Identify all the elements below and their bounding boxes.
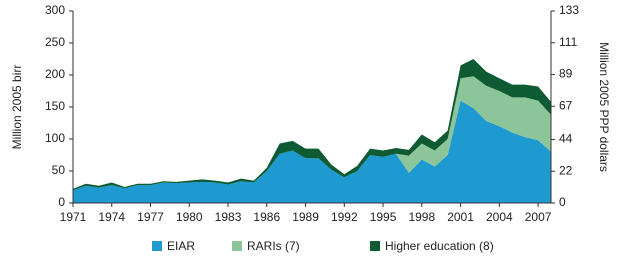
y2-tick-label: 0 bbox=[559, 195, 566, 209]
x-tick-label: 1992 bbox=[331, 210, 358, 224]
y-tick-label: 300 bbox=[45, 3, 65, 17]
y-tick-label: 200 bbox=[45, 67, 65, 81]
y-tick-label: 150 bbox=[45, 99, 65, 113]
x-tick-label: 1983 bbox=[215, 210, 242, 224]
x-tick-label: 2001 bbox=[447, 210, 474, 224]
legend-swatch bbox=[232, 241, 242, 251]
x-tick-label: 1998 bbox=[408, 210, 435, 224]
x-tick-label: 1995 bbox=[370, 210, 397, 224]
y2-tick-label: 89 bbox=[559, 67, 573, 81]
legend-label: RARIs (7) bbox=[247, 239, 300, 253]
x-tick-label: 1989 bbox=[292, 210, 319, 224]
x-tick-label: 1986 bbox=[253, 210, 280, 224]
y2-tick-label: 22 bbox=[559, 163, 573, 177]
legend-swatch bbox=[152, 241, 162, 251]
y2-tick-label: 44 bbox=[559, 132, 573, 146]
x-tick-label: 1977 bbox=[137, 210, 164, 224]
x-tick-label: 2007 bbox=[525, 210, 552, 224]
y2-axis-label: Million 2005 PPP dollars bbox=[597, 42, 611, 172]
x-tick-label: 2004 bbox=[486, 210, 513, 224]
x-tick-label: 1971 bbox=[60, 210, 87, 224]
y2-tick-label: 67 bbox=[559, 98, 573, 112]
legend-label: Higher education (8) bbox=[385, 239, 494, 253]
y2-tick-label: 133 bbox=[559, 3, 579, 17]
x-tick-label: 1974 bbox=[98, 210, 125, 224]
y-tick-label: 0 bbox=[58, 195, 65, 209]
y-tick-label: 100 bbox=[45, 131, 65, 145]
y-tick-label: 250 bbox=[45, 35, 65, 49]
y-axis-label: Million 2005 birr bbox=[10, 65, 24, 150]
area bbox=[73, 76, 551, 191]
y2-tick-label: 111 bbox=[559, 35, 578, 49]
area bbox=[73, 100, 551, 203]
x-tick-label: 1980 bbox=[176, 210, 203, 224]
legend-label: EIAR bbox=[167, 239, 195, 253]
legend-swatch bbox=[370, 241, 380, 251]
y-tick-label: 50 bbox=[52, 163, 66, 177]
